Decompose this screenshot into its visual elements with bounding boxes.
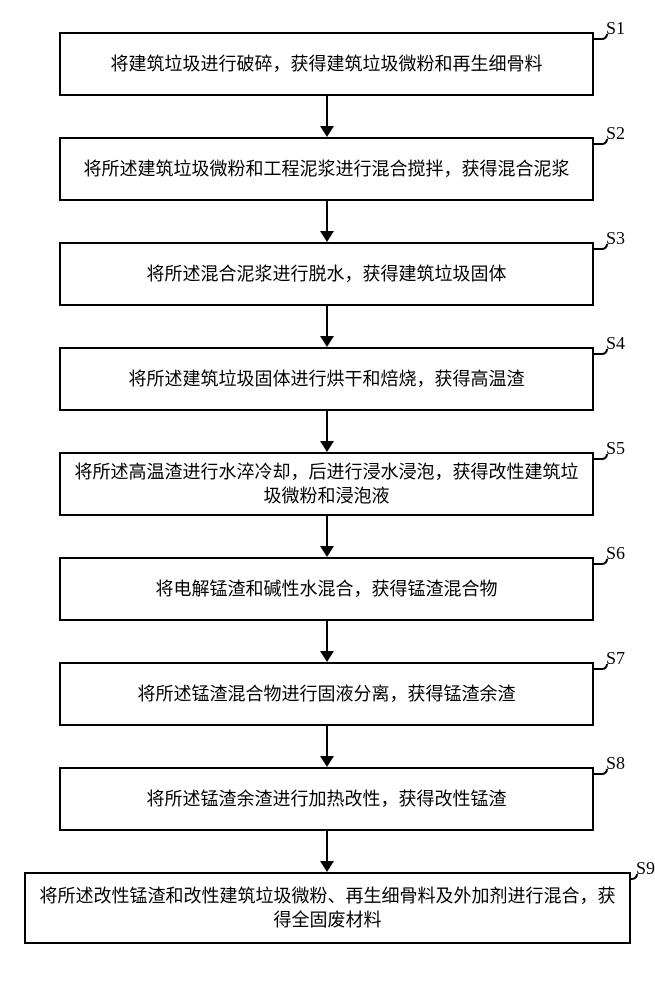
arrow-line-s3-to-s4 (326, 306, 328, 337)
step-text-s2: 将所述建筑垃圾微粉和工程泥浆进行混合搅拌，获得混合泥浆 (84, 157, 570, 181)
step-box-s1: 将建筑垃圾进行破碎，获得建筑垃圾微粉和再生细骨料 (59, 32, 594, 96)
label-connector-s6 (594, 559, 608, 565)
arrow-line-s8-to-s9 (326, 831, 328, 862)
arrow-head-s3-to-s4 (320, 336, 334, 347)
step-box-s9: 将所述改性锰渣和改性建筑垃圾微粉、再生细骨料及外加剂进行混合，获得全固废材料 (24, 872, 631, 944)
arrow-line-s5-to-s6 (326, 516, 328, 547)
label-connector-s4 (594, 349, 608, 355)
step-box-s3: 将所述混合泥浆进行脱水，获得建筑垃圾固体 (59, 242, 594, 306)
step-box-s7: 将所述锰渣混合物进行固液分离，获得锰渣余渣 (59, 662, 594, 726)
arrow-head-s2-to-s3 (320, 231, 334, 242)
step-text-s8: 将所述锰渣余渣进行加热改性，获得改性锰渣 (147, 787, 507, 811)
label-connector-s7 (594, 664, 608, 670)
step-label-s6: S6 (606, 543, 625, 564)
step-label-s4: S4 (606, 333, 625, 354)
arrow-head-s5-to-s6 (320, 546, 334, 557)
step-text-s9: 将所述改性锰渣和改性建筑垃圾微粉、再生细骨料及外加剂进行混合，获得全固废材料 (34, 884, 621, 933)
step-label-s2: S2 (606, 123, 625, 144)
arrow-head-s7-to-s8 (320, 756, 334, 767)
label-connector-s3 (594, 244, 608, 250)
step-box-s4: 将所述建筑垃圾固体进行烘干和焙烧，获得高温渣 (59, 347, 594, 411)
step-box-s6: 将电解锰渣和碱性水混合，获得锰渣混合物 (59, 557, 594, 621)
step-box-s8: 将所述锰渣余渣进行加热改性，获得改性锰渣 (59, 767, 594, 831)
label-connector-s5 (594, 454, 608, 460)
step-text-s7: 将所述锰渣混合物进行固液分离，获得锰渣余渣 (138, 682, 516, 706)
step-text-s4: 将所述建筑垃圾固体进行烘干和焙烧，获得高温渣 (129, 367, 525, 391)
label-connector-s1 (594, 34, 608, 40)
step-text-s6: 将电解锰渣和碱性水混合，获得锰渣混合物 (156, 577, 498, 601)
arrow-head-s4-to-s5 (320, 441, 334, 452)
step-text-s1: 将建筑垃圾进行破碎，获得建筑垃圾微粉和再生细骨料 (111, 52, 543, 76)
step-label-s1: S1 (606, 18, 625, 39)
arrow-head-s1-to-s2 (320, 126, 334, 137)
label-connector-s2 (594, 139, 608, 145)
step-label-s3: S3 (606, 228, 625, 249)
step-label-s9: S9 (636, 858, 655, 879)
arrow-line-s4-to-s5 (326, 411, 328, 442)
arrow-line-s1-to-s2 (326, 96, 328, 127)
arrow-head-s6-to-s7 (320, 651, 334, 662)
label-connector-s9 (631, 874, 638, 880)
step-label-s8: S8 (606, 753, 625, 774)
arrow-line-s2-to-s3 (326, 201, 328, 232)
step-box-s2: 将所述建筑垃圾微粉和工程泥浆进行混合搅拌，获得混合泥浆 (59, 137, 594, 201)
label-connector-s8 (594, 769, 608, 775)
step-box-s5: 将所述高温渣进行水淬冷却，后进行浸水浸泡，获得改性建筑垃圾微粉和浸泡液 (59, 452, 594, 516)
arrow-head-s8-to-s9 (320, 861, 334, 872)
arrow-line-s6-to-s7 (326, 621, 328, 652)
step-label-s7: S7 (606, 648, 625, 669)
arrow-line-s7-to-s8 (326, 726, 328, 757)
step-label-s5: S5 (606, 438, 625, 459)
step-text-s5: 将所述高温渣进行水淬冷却，后进行浸水浸泡，获得改性建筑垃圾微粉和浸泡液 (69, 460, 584, 509)
step-text-s3: 将所述混合泥浆进行脱水，获得建筑垃圾固体 (147, 262, 507, 286)
